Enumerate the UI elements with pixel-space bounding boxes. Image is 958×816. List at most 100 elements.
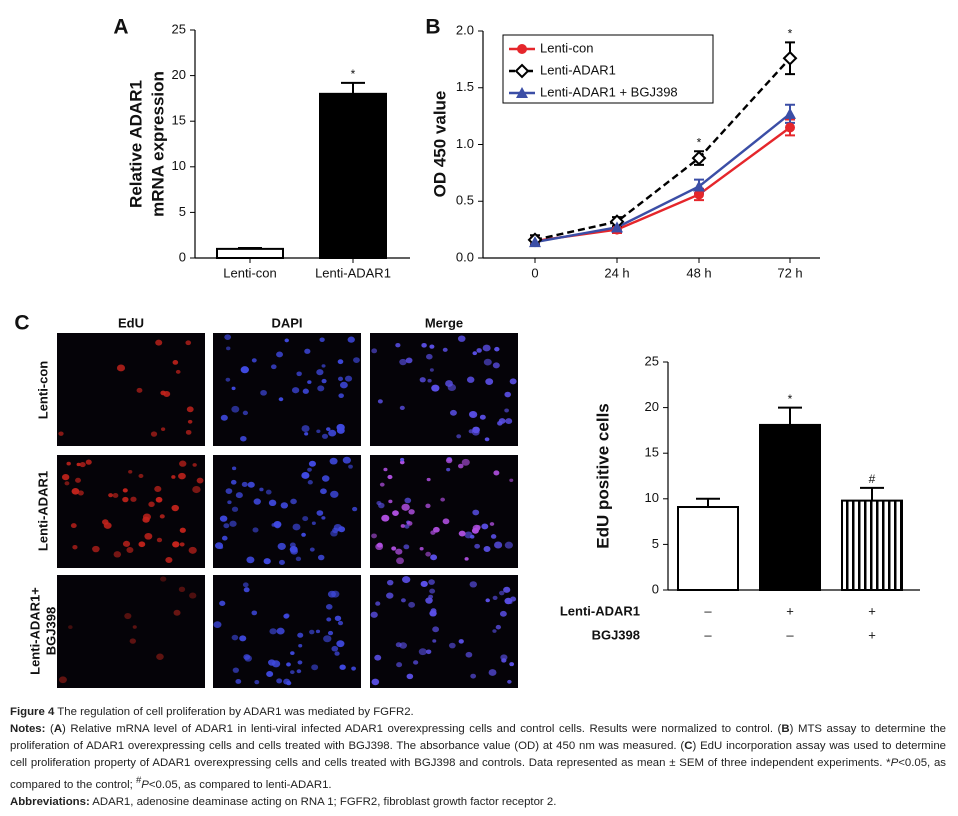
nucleus [244, 655, 253, 662]
nucleus [231, 466, 237, 471]
nucleus [178, 586, 186, 593]
x-tick-label: 24 h [604, 265, 629, 280]
nucleus [427, 378, 432, 383]
legend-box [502, 34, 714, 104]
nucleus [68, 625, 73, 629]
y-tick-label: 15 [645, 445, 659, 460]
nucleus [58, 431, 64, 436]
nucleus [499, 590, 505, 596]
nucleus [304, 432, 309, 436]
nucleus [419, 547, 424, 551]
marker [514, 63, 530, 79]
nucleus [504, 391, 512, 398]
nucleus [347, 336, 355, 343]
nucleus [326, 427, 331, 432]
nucleus [426, 477, 431, 482]
nucleus [400, 457, 405, 462]
nucleus [321, 433, 329, 439]
nucleus [242, 582, 249, 588]
nucleus [386, 579, 394, 586]
significance-mark: * [351, 67, 356, 81]
nucleus [124, 612, 132, 620]
y-tick-label: 0.5 [456, 193, 474, 208]
nucleus [336, 423, 345, 431]
series-line [534, 112, 791, 244]
nucleus [494, 346, 500, 352]
nucleus [320, 488, 327, 495]
nucleus [213, 621, 222, 629]
nucleus [298, 643, 303, 648]
nucleus [148, 501, 155, 507]
nucleus [490, 534, 497, 539]
nucleus [408, 509, 415, 515]
nucleus [469, 581, 478, 588]
nucleus [492, 362, 500, 369]
y-tick-label: 1.5 [456, 79, 474, 94]
nucleus [296, 371, 302, 377]
nucleus [229, 520, 237, 527]
panel-label: B [425, 16, 440, 39]
notes-text: ( [45, 723, 54, 735]
nucleus [290, 670, 295, 675]
nucleus [268, 499, 277, 507]
nucleus [352, 506, 358, 512]
nucleus [433, 526, 440, 533]
marker [782, 50, 798, 66]
nucleus [242, 410, 249, 416]
nucleus [494, 541, 503, 549]
nucleus [495, 624, 502, 630]
nucleus [504, 408, 510, 413]
nucleus [302, 388, 309, 394]
nucleus [296, 669, 302, 674]
nucleus [122, 488, 128, 493]
nucleus [425, 551, 431, 557]
factor-level: + [786, 603, 794, 618]
nucleus [504, 541, 513, 549]
nucleus [113, 551, 122, 558]
nucleus [483, 358, 492, 366]
nucleus [340, 381, 348, 389]
nucleus [154, 485, 162, 492]
nucleus [175, 369, 181, 374]
nucleus [292, 523, 301, 531]
significance-mark: * [788, 27, 793, 41]
notes-italic: P [141, 778, 149, 791]
nucleus [401, 503, 410, 511]
notes-text: <0.05, as compared to lenti-ADAR1. [148, 778, 332, 791]
nucleus [231, 506, 239, 512]
nucleus [395, 642, 402, 648]
x-tick-label: Lenti-ADAR1 [315, 265, 391, 280]
nucleus [481, 523, 489, 530]
nucleus [138, 541, 146, 548]
nucleus [400, 524, 406, 528]
nucleus [488, 669, 497, 676]
nucleus [457, 463, 464, 469]
y-tick-label: 25 [172, 21, 186, 36]
nucleus [283, 678, 291, 685]
nucleus [469, 411, 476, 417]
micrograph [370, 333, 518, 446]
nucleus [70, 523, 77, 529]
column-header: DAPI [271, 315, 302, 330]
nucleus [395, 548, 403, 555]
nucleus [173, 609, 181, 616]
nucleus [466, 376, 475, 383]
nucleus [430, 554, 438, 561]
nucleus [483, 546, 491, 552]
nucleus [316, 429, 321, 434]
x-tick-label: 72 h [777, 265, 802, 280]
nucleus [103, 522, 112, 529]
nucleus [240, 366, 249, 374]
nucleus [429, 610, 437, 617]
column-header: Merge [425, 315, 463, 330]
nucleus [374, 654, 382, 661]
nucleus [263, 558, 271, 565]
y-tick-label: 0 [652, 581, 659, 596]
nucleus [338, 393, 344, 399]
notes-panel: B [781, 723, 790, 735]
nucleus [196, 477, 204, 484]
error-bar [778, 406, 802, 425]
caption-text: The regulation of cell proliferation by … [54, 706, 414, 718]
y-tick-label: 20 [645, 399, 659, 414]
